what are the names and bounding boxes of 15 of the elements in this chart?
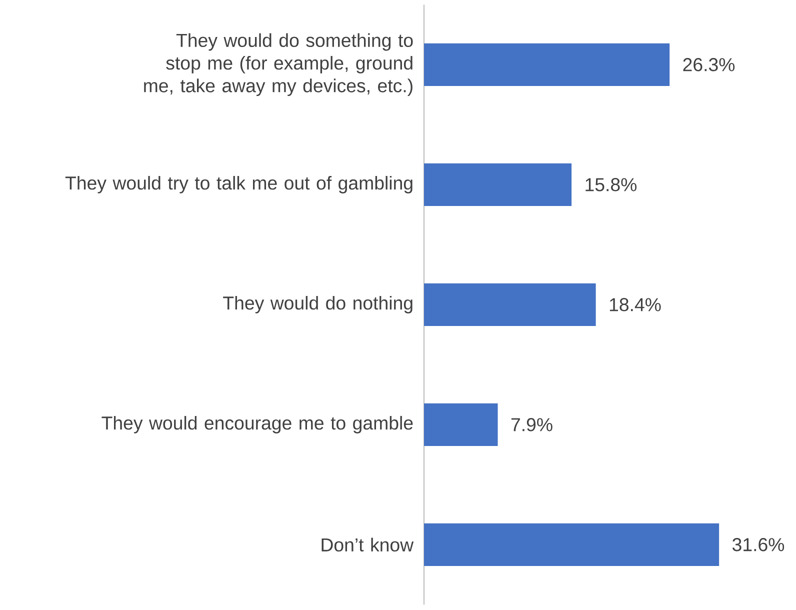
bar <box>424 523 720 566</box>
data-label: 31.6% <box>732 538 784 552</box>
y-tick-label: Don’t know <box>322 538 414 552</box>
y-tick-label: They would encourage me to gamble <box>102 416 413 434</box>
bar <box>424 163 572 206</box>
data-label: 15.8% <box>586 178 637 192</box>
data-label: 7.9% <box>511 418 552 432</box>
y-tick-label: They would do nothing <box>223 296 412 314</box>
bar <box>424 43 670 86</box>
data-label: 18.4% <box>610 298 661 312</box>
y-tick-label: They would try to talk me out of gambling <box>65 176 412 194</box>
data-label: 26.3% <box>683 58 735 72</box>
y-tick-label: They would do something to stop me (for example, ground me, take away my devices, etc.) <box>144 33 413 96</box>
bar <box>424 283 596 326</box>
bar <box>424 403 498 446</box>
